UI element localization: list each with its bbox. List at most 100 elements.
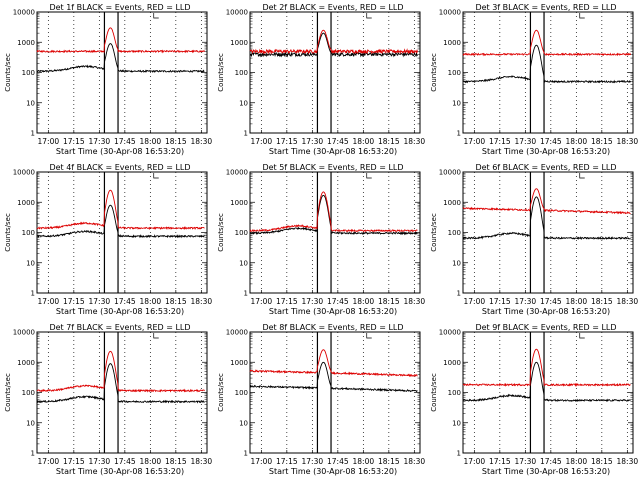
y-tick-label: 100 xyxy=(235,389,248,397)
x-tick-label: 17:45 xyxy=(327,137,349,146)
x-axis-label: Start Time (30-Apr-08 16:53:20) xyxy=(56,307,184,316)
panel-title: Det 8f BLACK = Events, RED = LLD xyxy=(262,323,403,332)
corner-mark xyxy=(153,13,159,19)
corner-mark xyxy=(366,173,372,179)
y-tick-label: 1 xyxy=(457,450,461,458)
x-tick-label: 18:00 xyxy=(353,457,375,466)
x-tick-label: 18:15 xyxy=(165,457,187,466)
x-tick-label: 18:30 xyxy=(617,137,639,146)
x-tick-label: 17:15 xyxy=(63,137,85,146)
y-tick-label: 10 xyxy=(26,419,35,427)
x-tick-label: 18:15 xyxy=(378,457,400,466)
x-tick-label: 17:30 xyxy=(302,137,324,146)
x-tick-label: 17:00 xyxy=(251,297,273,306)
panel-title: Det 3f BLACK = Events, RED = LLD xyxy=(475,3,616,12)
x-tick-label: 18:15 xyxy=(165,297,187,306)
y-tick-label: 1 xyxy=(457,130,461,138)
x-tick-label: 18:15 xyxy=(591,457,613,466)
series-line-events xyxy=(36,204,205,239)
x-tick-label: 17:30 xyxy=(89,297,111,306)
x-tick-label: 17:00 xyxy=(251,137,273,146)
x-tick-label: 17:45 xyxy=(540,137,562,146)
x-axis-label: Start Time (30-Apr-08 16:53:20) xyxy=(269,307,397,316)
y-tick-label: 10000 xyxy=(226,329,248,337)
y-tick-label: 10000 xyxy=(439,9,461,17)
y-tick-label: 1000 xyxy=(443,199,461,207)
x-tick-label: 18:00 xyxy=(140,457,162,466)
y-axis-label: Counts/sec xyxy=(430,53,438,92)
y-tick-label: 1000 xyxy=(443,359,461,367)
y-tick-label: 1 xyxy=(244,450,248,458)
x-tick-label: 18:15 xyxy=(165,137,187,146)
x-axis-label: Start Time (30-Apr-08 16:53:20) xyxy=(482,467,610,476)
x-tick-label: 17:45 xyxy=(540,297,562,306)
series-line-lld xyxy=(36,350,205,393)
x-axis-label: Start Time (30-Apr-08 16:53:20) xyxy=(269,147,397,156)
panel-title: Det 6f BLACK = Events, RED = LLD xyxy=(475,163,616,172)
y-axis-label: Counts/sec xyxy=(430,213,438,252)
y-tick-label: 10 xyxy=(239,259,248,267)
y-tick-label: 1000 xyxy=(443,39,461,47)
x-tick-label: 18:30 xyxy=(191,137,213,146)
series-line-events xyxy=(462,196,631,241)
y-tick-label: 10 xyxy=(452,259,461,267)
x-tick-label: 17:00 xyxy=(251,457,273,466)
y-tick-label: 100 xyxy=(448,69,461,77)
y-tick-label: 100 xyxy=(22,389,35,397)
x-tick-label: 18:30 xyxy=(617,297,639,306)
series-line-events xyxy=(249,32,418,58)
x-tick-label: 18:15 xyxy=(591,297,613,306)
x-tick-label: 17:15 xyxy=(276,457,298,466)
x-tick-label: 17:30 xyxy=(89,137,111,146)
x-tick-label: 18:00 xyxy=(140,297,162,306)
x-tick-label: 18:30 xyxy=(404,457,426,466)
x-axis-label: Start Time (30-Apr-08 16:53:20) xyxy=(482,147,610,156)
x-tick-label: 17:15 xyxy=(489,137,511,146)
x-tick-label: 17:00 xyxy=(38,137,60,146)
x-tick-label: 18:00 xyxy=(566,137,588,146)
x-tick-label: 18:15 xyxy=(378,137,400,146)
y-tick-label: 10000 xyxy=(439,329,461,337)
x-tick-label: 18:30 xyxy=(191,297,213,306)
series-line-lld xyxy=(462,29,631,57)
y-tick-label: 10 xyxy=(26,99,35,107)
panel-8: Det 8f BLACK = Events, RED = LLD 17:00 17:… xyxy=(217,323,425,476)
x-tick-label: 18:30 xyxy=(617,457,639,466)
panel-title: Det 7f BLACK = Events, RED = LLD xyxy=(49,323,190,332)
series-line-lld xyxy=(249,349,418,378)
series-line-events xyxy=(249,361,418,393)
x-tick-label: 17:00 xyxy=(464,137,486,146)
series-line-events xyxy=(462,361,631,403)
y-tick-label: 10000 xyxy=(226,9,248,17)
y-axis-label: Counts/sec xyxy=(217,53,225,92)
y-axis-label: Counts/sec xyxy=(4,53,12,92)
series-line-events xyxy=(36,43,205,74)
x-tick-label: 17:45 xyxy=(327,297,349,306)
x-tick-label: 17:15 xyxy=(489,457,511,466)
series-line-lld xyxy=(249,29,418,55)
x-tick-label: 17:15 xyxy=(63,457,85,466)
panel-frame xyxy=(249,331,421,454)
x-tick-label: 17:00 xyxy=(38,457,60,466)
x-tick-label: 17:30 xyxy=(89,457,111,466)
panel-frame xyxy=(249,11,421,134)
panel-title: Det 5f BLACK = Events, RED = LLD xyxy=(262,163,403,172)
y-tick-label: 10 xyxy=(239,99,248,107)
panel-frame xyxy=(36,11,208,134)
y-tick-label: 10 xyxy=(452,419,461,427)
y-tick-label: 10 xyxy=(26,259,35,267)
x-tick-label: 17:15 xyxy=(276,137,298,146)
panel-title: Det 9f BLACK = Events, RED = LLD xyxy=(475,323,616,332)
series-line-lld xyxy=(462,348,631,387)
corner-mark xyxy=(579,173,585,179)
x-tick-label: 17:45 xyxy=(540,457,562,466)
panel-title: Det 4f BLACK = Events, RED = LLD xyxy=(49,163,190,172)
y-tick-label: 1000 xyxy=(230,199,248,207)
y-tick-label: 1000 xyxy=(230,39,248,47)
x-tick-label: 17:30 xyxy=(515,137,537,146)
panel-frame xyxy=(462,331,634,454)
